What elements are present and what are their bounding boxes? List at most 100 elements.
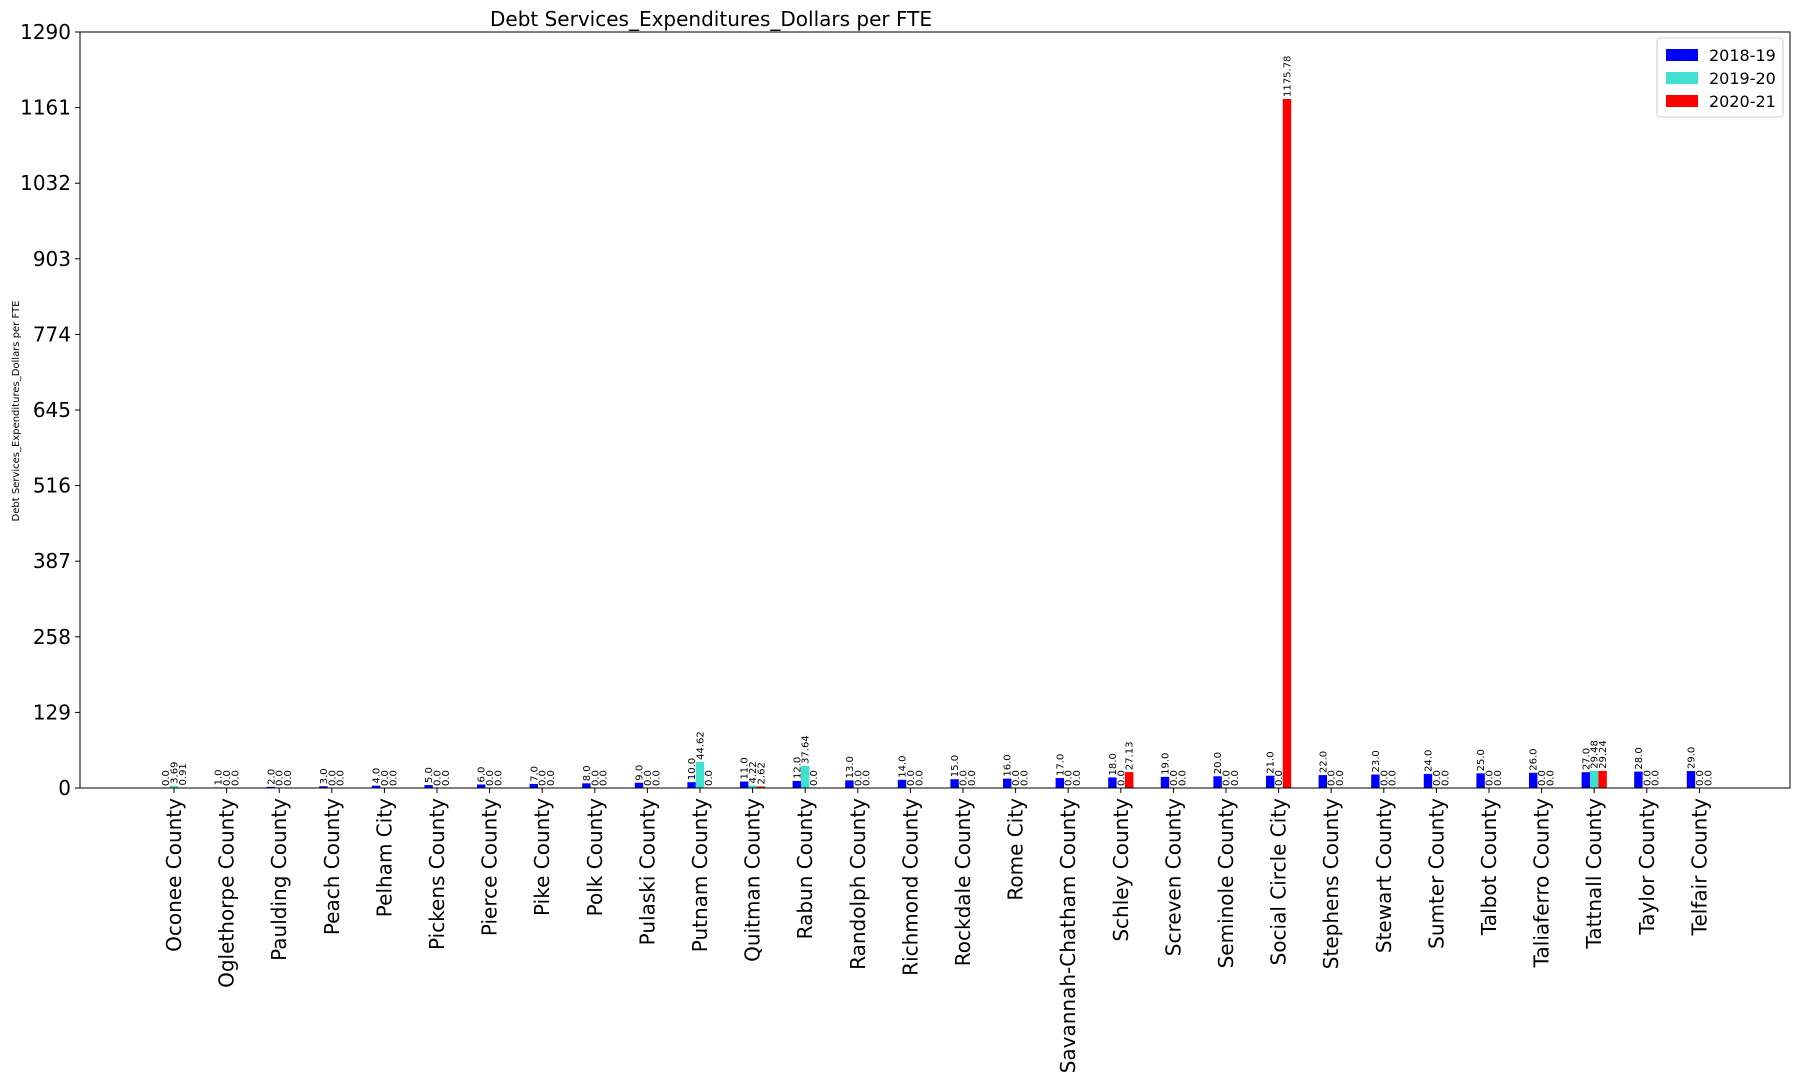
bar-value-label: 0.0 xyxy=(1651,770,1662,786)
bar-value-label: 0.0 xyxy=(914,770,925,786)
bar-labels-layer: 0.03.690.91 1.00.00.0 2.00.00.0 3.00.00.0 4.… xyxy=(161,56,1714,786)
bar-value-label: 0.0 xyxy=(809,770,820,786)
bar-value-label: 0.0 xyxy=(546,770,557,786)
bar-2019-20 xyxy=(1590,770,1599,788)
bar-value-label: 0.0 xyxy=(1335,770,1346,786)
x-tick-label: Polk County xyxy=(583,798,607,916)
bar-value-label: 0.0 xyxy=(590,770,601,786)
plot-frame xyxy=(79,31,1791,789)
bar-value-label: 0.0 xyxy=(433,770,444,786)
x-tick-label: Tattnall County xyxy=(1582,798,1606,950)
legend-swatch xyxy=(1666,72,1698,84)
legend-swatch xyxy=(1666,49,1698,61)
y-tick-label: 258 xyxy=(33,625,71,649)
x-tick-label: Pierce County xyxy=(478,798,502,936)
bar-value-label: 17.0 xyxy=(1055,754,1066,776)
bar-value-label: 0.0 xyxy=(275,770,286,786)
y-tick-label: 387 xyxy=(33,549,71,573)
bar-2018-19 xyxy=(1634,771,1643,788)
bar-value-label: 9.0 xyxy=(635,765,646,781)
bar-value-label: 29.24 xyxy=(1598,740,1609,769)
bar-value-label: 18.0 xyxy=(1108,753,1119,775)
bar-value-label: 8.0 xyxy=(582,765,593,781)
legend-label: 2018-19 xyxy=(1709,46,1776,65)
x-tick-label: Schley County xyxy=(1109,798,1133,942)
bar-value-label: 0.0 xyxy=(222,770,233,786)
bar-value-label: 0.0 xyxy=(161,770,172,786)
bar-value-label: 0.0 xyxy=(1537,770,1548,786)
legend-label: 2019-20 xyxy=(1709,69,1776,88)
bar-2018-19 xyxy=(424,785,433,788)
x-tick-label: Savannah-Chatham County xyxy=(1056,798,1080,1073)
x-tick-label: Putnam County xyxy=(688,798,712,952)
bar-value-label: 0.0 xyxy=(643,770,654,786)
bar-value-label: 0.0 xyxy=(441,770,452,786)
bar-value-label: 5.0 xyxy=(424,767,435,783)
bar-value-label: 0.0 xyxy=(538,770,549,786)
bar-value-label: 0.0 xyxy=(853,770,864,786)
bar-value-label: 25.0 xyxy=(1476,749,1487,771)
bar-value-label: 20.0 xyxy=(1213,752,1224,774)
bar-2018-19 xyxy=(477,784,486,788)
x-tick-label: Seminole County xyxy=(1214,798,1238,969)
bar-value-label: 6.0 xyxy=(477,767,488,783)
y-axis-label: Debt Services_Expenditures_Dollars per F… xyxy=(11,301,22,522)
bar-2018-19 xyxy=(371,785,381,788)
bar-value-label: 10.0 xyxy=(687,758,698,780)
bar-value-label: 0.0 xyxy=(959,770,970,786)
bar-value-label: 22.0 xyxy=(1318,751,1329,773)
bar-value-label: 11.0 xyxy=(740,757,751,779)
bar-value-label: 29.0 xyxy=(1687,747,1698,769)
bar-value-label: 0.0 xyxy=(1379,770,1390,786)
bar-2018-19 xyxy=(950,779,959,788)
x-tick-label: Quitman County xyxy=(741,798,765,962)
bar-2018-19 xyxy=(319,786,328,788)
bar-value-label: 29.48 xyxy=(1590,740,1601,769)
bar-value-label: 0.0 xyxy=(1177,770,1188,786)
bar-value-label: 0.0 xyxy=(1642,770,1653,786)
bar-value-label: 0.0 xyxy=(906,770,917,786)
bar-value-label: 0.0 xyxy=(388,770,399,786)
bar-value-label: 4.22 xyxy=(748,761,759,783)
bar-2020-21 xyxy=(1282,98,1292,788)
bar-value-label: 28.0 xyxy=(1634,747,1645,769)
legend-swatch xyxy=(1666,95,1698,107)
x-tick-label: Rome City xyxy=(1004,798,1028,901)
x-tick-label: Pulaski County xyxy=(635,798,659,946)
bar-2018-19 xyxy=(1318,775,1327,788)
y-tick-label: 516 xyxy=(33,474,71,498)
bar-value-label: 16.0 xyxy=(1003,754,1014,776)
legend: 2018-19 2019-20 2020-21 xyxy=(1656,37,1784,118)
bar-value-label: 0.0 xyxy=(1327,770,1338,786)
bar-2018-19 xyxy=(582,783,591,788)
bar-2019-20 xyxy=(169,785,179,788)
bar-value-label: 44.62 xyxy=(696,731,707,760)
bar-value-label: 37.64 xyxy=(801,735,812,764)
bar-value-label: 0.91 xyxy=(178,763,189,785)
bar-2020-21 xyxy=(756,786,766,788)
bar-value-label: 23.0 xyxy=(1371,750,1382,772)
x-tick-label: Oglethorpe County xyxy=(215,798,239,988)
bar-value-label: 0.0 xyxy=(231,770,242,786)
bar-value-label: 0.0 xyxy=(1703,770,1714,786)
bar-2018-19 xyxy=(1529,772,1538,788)
bar-value-label: 0.0 xyxy=(494,770,505,786)
x-tick-label: Rockdale County xyxy=(951,798,975,966)
x-tick-label: Randolph County xyxy=(846,798,870,970)
bar-value-label: 4.0 xyxy=(372,768,383,784)
bar-value-label: 0.0 xyxy=(485,770,496,786)
bar-2018-19 xyxy=(1160,776,1170,788)
bar-value-label: 0.0 xyxy=(704,770,715,786)
bar-value-label: 0.0 xyxy=(1274,770,1285,786)
bar-value-label: 0.0 xyxy=(862,770,873,786)
bar-2018-19 xyxy=(897,779,907,788)
y-tick-label: 1032 xyxy=(20,171,71,195)
bar-value-label: 26.0 xyxy=(1529,748,1540,770)
bar-2018-19 xyxy=(529,783,538,788)
bar-value-label: 7.0 xyxy=(529,766,540,782)
x-tick-label: Oconee County xyxy=(162,798,186,952)
x-tick-label: Peach County xyxy=(320,798,344,935)
x-tick-label: Screven County xyxy=(1161,798,1185,956)
bar-value-label: 0.0 xyxy=(1546,770,1557,786)
bar-value-label: 14.0 xyxy=(898,756,909,778)
